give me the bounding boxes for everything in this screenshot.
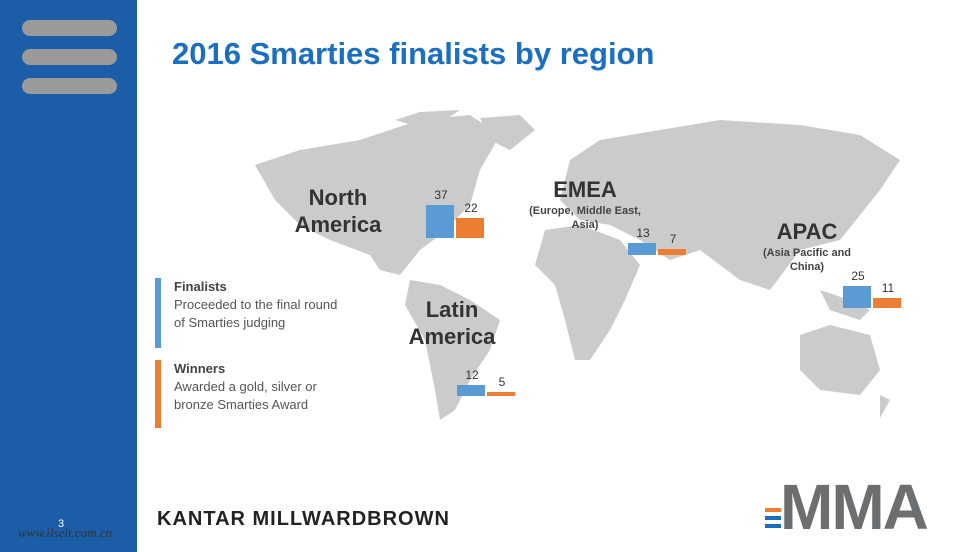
legend-label: Finalists bbox=[174, 279, 227, 294]
bar bbox=[426, 204, 454, 238]
region-name: North America bbox=[294, 185, 382, 237]
region-subtitle: (Asia Pacific and China) bbox=[762, 247, 852, 273]
watermark: www.ilseit.com.cn bbox=[18, 525, 113, 540]
bar bbox=[457, 385, 485, 396]
value-label: 22 bbox=[464, 201, 478, 216]
bar bbox=[843, 285, 871, 308]
region-name: EMEA bbox=[553, 177, 617, 202]
bar bbox=[658, 248, 686, 255]
value-label: 5 bbox=[498, 374, 506, 389]
legend-description: Proceeded to the final round of Smarties… bbox=[174, 297, 338, 330]
bar bbox=[628, 243, 656, 255]
logo-stripe bbox=[765, 508, 781, 512]
logo-right: MMA bbox=[780, 471, 929, 543]
menu-bar[interactable] bbox=[22, 49, 117, 65]
logo-stripe bbox=[765, 516, 781, 520]
region-name: Latin America bbox=[408, 297, 496, 349]
bar bbox=[873, 298, 901, 308]
page-number: 3 bbox=[58, 518, 65, 530]
region-name: APAC bbox=[776, 219, 838, 244]
logo-stripe bbox=[765, 524, 781, 528]
bar bbox=[456, 218, 484, 238]
value-label: 12 bbox=[465, 368, 479, 383]
value-label: 25 bbox=[851, 268, 865, 283]
value-label: 11 bbox=[881, 281, 895, 296]
legend-description: Awarded a gold, silver or bronze Smartie… bbox=[174, 379, 317, 412]
logo-left: KANTAR MILLWARDBROWN bbox=[157, 508, 450, 530]
value-label: 37 bbox=[434, 187, 448, 202]
menu-bar[interactable] bbox=[22, 78, 117, 94]
value-label: 13 bbox=[636, 226, 650, 241]
bar bbox=[487, 391, 515, 396]
menu-bar[interactable] bbox=[22, 20, 117, 36]
slide-title: 2016 Smarties finalists by region bbox=[172, 36, 655, 71]
legend-label: Winners bbox=[174, 361, 226, 376]
region-subtitle: (Europe, Middle East, Asia) bbox=[529, 205, 641, 231]
legend-swatch bbox=[155, 360, 161, 428]
value-label: 7 bbox=[669, 231, 677, 246]
legend-swatch bbox=[155, 278, 161, 348]
